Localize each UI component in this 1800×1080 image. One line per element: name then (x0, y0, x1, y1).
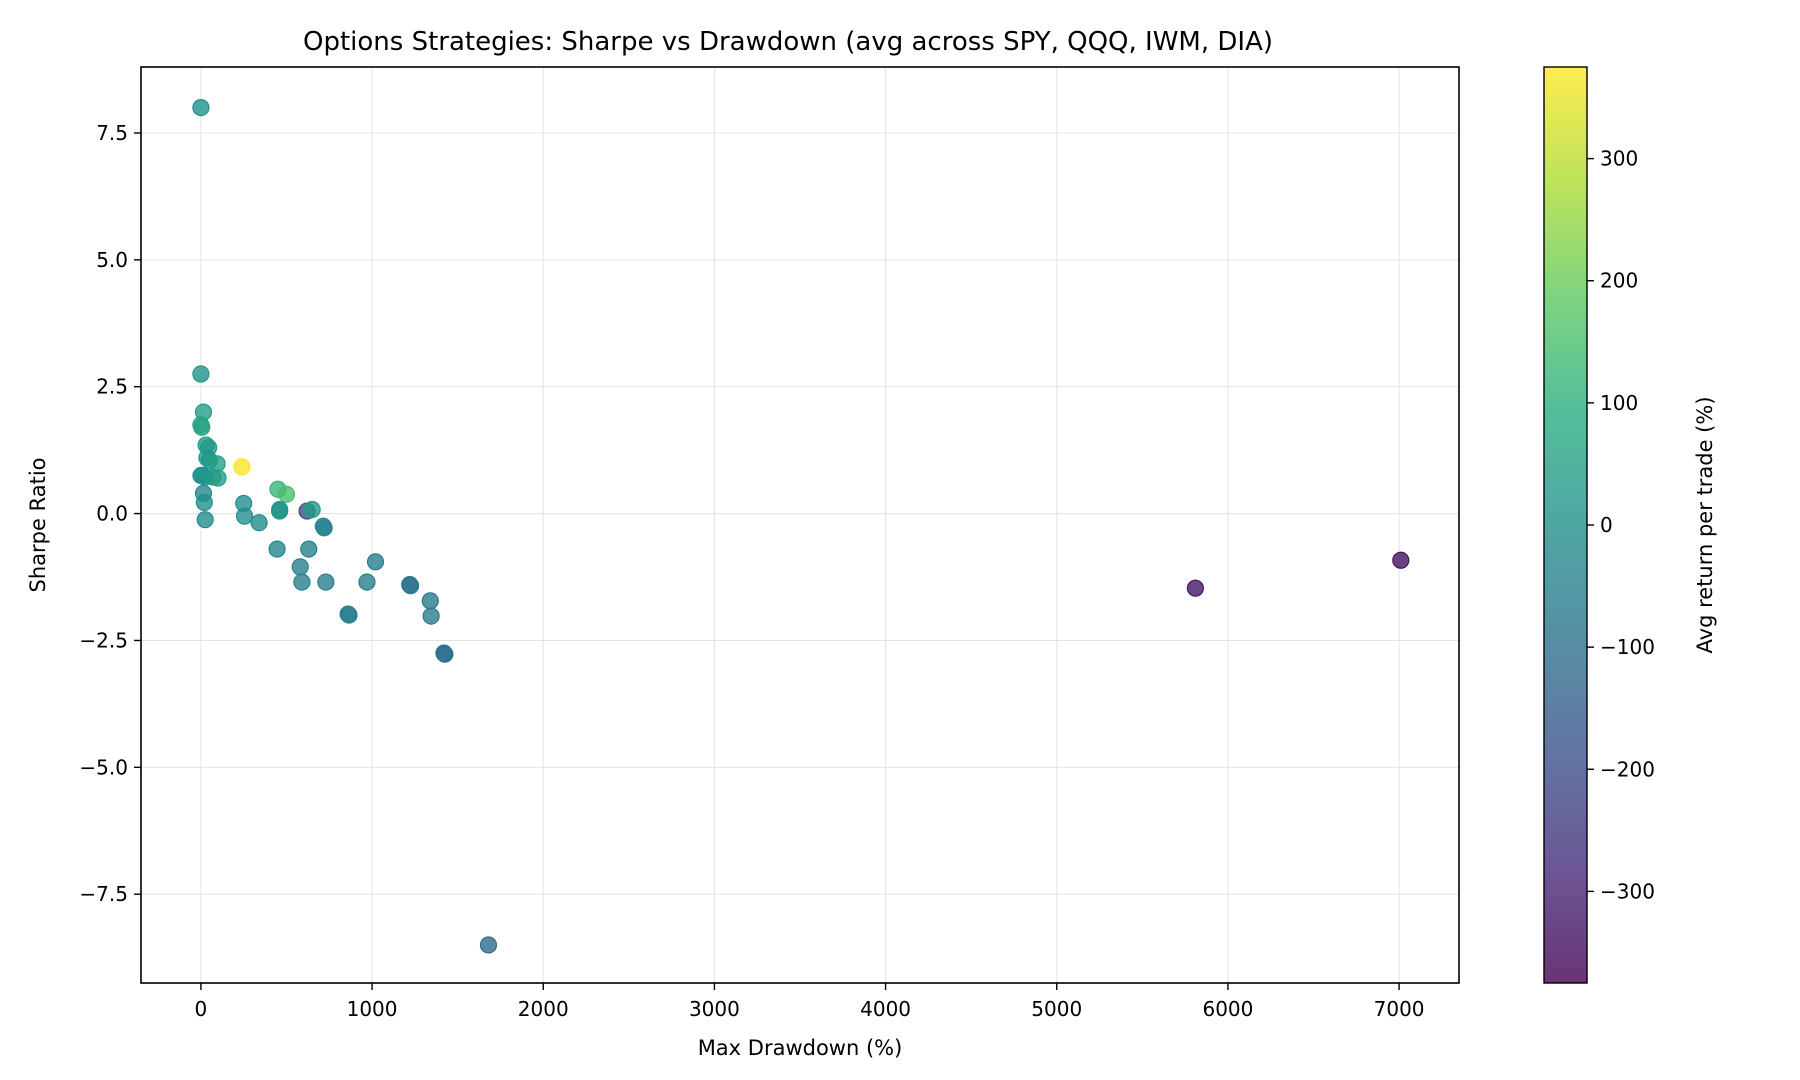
data-point (193, 418, 211, 436)
y-tick-label: 5.0 (96, 248, 128, 272)
plot-frame (140, 66, 1460, 984)
y-tick-label: −7.5 (79, 882, 128, 906)
data-point (291, 558, 309, 576)
colorbar (1543, 66, 1588, 984)
data-point (271, 502, 289, 520)
y-axis-ticks: −7.5 −5.0 −2.5 0.0 2.5 5.0 7.5 (79, 121, 141, 906)
colorbar-tick-label: 200 (1600, 269, 1638, 293)
colorbar-tick-label: 0 (1600, 513, 1613, 537)
data-point (401, 577, 420, 595)
data-point (479, 936, 498, 954)
data-point (421, 592, 439, 610)
data-point (192, 98, 210, 117)
data-point (233, 458, 251, 476)
data-point (196, 511, 214, 529)
y-axis-label: Sharpe Ratio (26, 458, 50, 593)
colorbar-tick-label: −200 (1600, 757, 1655, 781)
data-point (340, 606, 358, 624)
data-point (209, 469, 227, 487)
chart-title: Options Strategies: Sharpe vs Drawdown (… (303, 27, 1273, 57)
x-tick-label: 0 (195, 997, 208, 1021)
data-point (250, 514, 268, 532)
data-point (366, 553, 385, 571)
y-tick-label: 2.5 (96, 375, 128, 399)
y-tick-label: 0.0 (96, 502, 128, 526)
data-point (235, 507, 254, 525)
x-tick-label: 6000 (1202, 997, 1253, 1021)
y-tick-label: −5.0 (79, 755, 128, 779)
data-point (277, 485, 296, 503)
data-point (300, 540, 318, 558)
x-tick-label: 5000 (1031, 997, 1082, 1021)
x-tick-label: 2000 (518, 997, 569, 1021)
data-points (192, 98, 1410, 954)
colorbar-tick-label: 300 (1600, 147, 1638, 171)
colorbar-tick-label: 100 (1600, 391, 1638, 415)
x-tick-label: 7000 (1374, 997, 1425, 1021)
data-point (317, 573, 335, 591)
data-point (192, 365, 210, 383)
x-axis-ticks: 0 1000 2000 3000 4000 5000 6000 7000 (195, 983, 1425, 1021)
x-tick-label: 3000 (689, 997, 740, 1021)
y-tick-label: −2.5 (79, 628, 128, 652)
data-point (436, 645, 454, 663)
y-tick-label: 7.5 (96, 121, 128, 145)
data-point (422, 607, 440, 625)
data-point (1186, 579, 1205, 597)
data-point (1392, 551, 1410, 569)
x-axis-label: Max Drawdown (%) (698, 1036, 903, 1060)
data-point (358, 573, 376, 591)
colorbar-tick-label: −300 (1600, 879, 1655, 903)
data-point (303, 500, 321, 519)
data-point (268, 540, 286, 558)
data-point (293, 573, 311, 591)
grid-lines (141, 67, 1459, 983)
data-point (315, 519, 333, 537)
x-tick-label: 4000 (860, 997, 911, 1021)
data-point (195, 493, 213, 512)
colorbar-ticks: −300 −200 −100 0 100 200 300 (1587, 147, 1655, 903)
colorbar-label: Avg return per trade (%) (1693, 396, 1717, 653)
x-tick-label: 1000 (347, 997, 398, 1021)
colorbar-tick-label: −100 (1600, 635, 1655, 659)
